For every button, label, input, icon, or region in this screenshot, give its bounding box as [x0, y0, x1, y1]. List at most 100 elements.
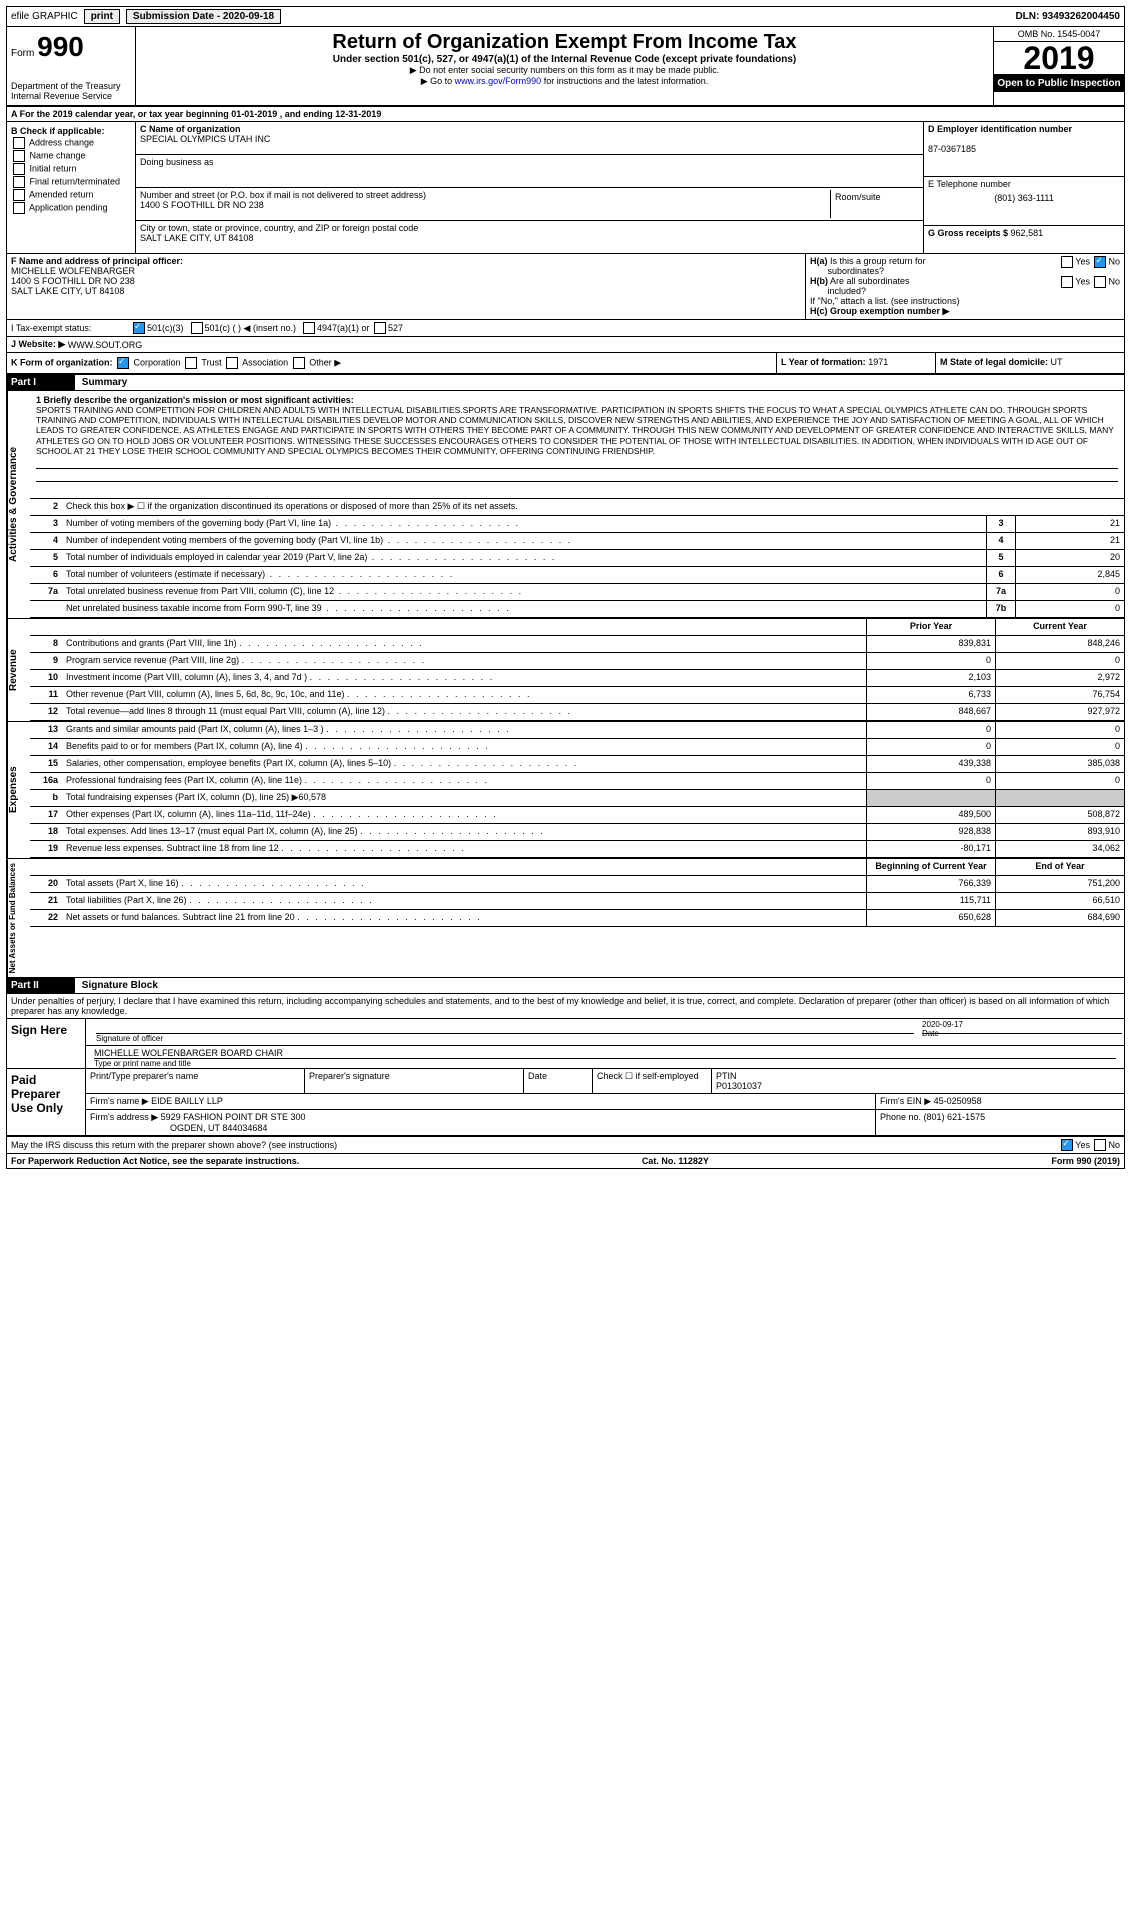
net-assets-section: Net Assets or Fund Balances Beginning of…	[7, 859, 1124, 978]
check-assoc[interactable]	[226, 357, 238, 369]
revenue-section: Revenue Prior Year Current Year 8Contrib…	[7, 619, 1124, 722]
firm-name-cell: Firm's name ▶ EIDE BAILLY LLP	[86, 1094, 876, 1109]
table-row: 22Net assets or fund balances. Subtract …	[30, 910, 1124, 927]
table-row: 5Total number of individuals employed in…	[30, 550, 1124, 567]
state-domicile: M State of legal domicile: UT	[935, 353, 1124, 373]
top-bar: efile GRAPHIC print Submission Date - 20…	[7, 7, 1124, 27]
h-group-box: H(a) Is this a group return for subordin…	[805, 254, 1124, 319]
table-row: 18Total expenses. Add lines 13–17 (must …	[30, 824, 1124, 841]
footer-left: For Paperwork Reduction Act Notice, see …	[11, 1156, 299, 1166]
check-corp[interactable]	[117, 357, 129, 369]
check-amended[interactable]: Amended return	[11, 189, 131, 201]
firm-ein-cell: Firm's EIN ▶ 45-0250958	[876, 1094, 1124, 1109]
col-d-right: D Employer identification number 87-0367…	[923, 122, 1124, 253]
form-prefix: Form	[11, 48, 34, 59]
gross-receipts: 962,581	[1011, 228, 1044, 238]
table-row: 12Total revenue—add lines 8 through 11 (…	[30, 704, 1124, 721]
table-row: 14Benefits paid to or for members (Part …	[30, 739, 1124, 756]
hb-no[interactable]	[1094, 276, 1106, 288]
dln-value: DLN: 93493262004450	[1015, 11, 1120, 22]
side-net: Net Assets or Fund Balances	[7, 859, 30, 977]
prep-sig-cell: Preparer's signature	[305, 1069, 524, 1093]
side-rev: Revenue	[7, 619, 30, 721]
side-ag: Activities & Governance	[7, 391, 30, 618]
section-a-period: A For the 2019 calendar year, or tax yea…	[7, 107, 1124, 122]
irs-label: Internal Revenue Service	[11, 91, 131, 101]
ha-yes[interactable]	[1061, 256, 1073, 268]
table-row: 6Total number of volunteers (estimate if…	[30, 567, 1124, 584]
expenses-section: Expenses 13Grants and similar amounts pa…	[7, 722, 1124, 859]
table-row: 13Grants and similar amounts paid (Part …	[30, 722, 1124, 739]
table-row: 11Other revenue (Part VIII, column (A), …	[30, 687, 1124, 704]
table-row: 20Total assets (Part X, line 16) 766,339…	[30, 876, 1124, 893]
check-final-return[interactable]: Final return/terminated	[11, 176, 131, 188]
header-center: Return of Organization Exempt From Incom…	[136, 27, 993, 105]
col-c-org-info: C Name of organization SPECIAL OLYMPICS …	[136, 122, 923, 253]
telephone-value: (801) 363-1111	[928, 193, 1120, 203]
part2-badge: Part II	[7, 978, 75, 993]
print-button[interactable]: print	[84, 9, 120, 24]
table-row: 19Revenue less expenses. Subtract line 1…	[30, 841, 1124, 858]
discuss-no[interactable]	[1094, 1139, 1106, 1151]
table-row: 8Contributions and grants (Part VIII, li…	[30, 636, 1124, 653]
f-h-row: F Name and address of principal officer:…	[7, 254, 1124, 320]
perjury-declaration: Under penalties of perjury, I declare th…	[7, 994, 1124, 1019]
city-state-zip: SALT LAKE CITY, UT 84108	[140, 233, 253, 243]
website-row: J Website: ▶ WWW.SOUT.ORG	[7, 337, 1124, 353]
prep-date-cell: Date	[524, 1069, 593, 1093]
sign-here-row: Sign Here Signature of officer 2020-09-1…	[7, 1019, 1124, 1069]
check-application[interactable]: Application pending	[11, 202, 131, 214]
table-row: 4Number of independent voting members of…	[30, 533, 1124, 550]
tax-year: 2019	[994, 42, 1124, 75]
officer-name: MICHELLE WOLFENBARGER BOARD CHAIR	[94, 1048, 1116, 1058]
form-990-container: efile GRAPHIC print Submission Date - 20…	[6, 6, 1125, 1169]
check-527[interactable]	[374, 322, 386, 334]
gross-receipts-box: G Gross receipts $ 962,581	[924, 226, 1124, 240]
telephone-box: E Telephone number (801) 363-1111	[924, 177, 1124, 226]
line-2: 2 Check this box ▶ ☐ if the organization…	[30, 499, 1124, 516]
submission-date-button[interactable]: Submission Date - 2020-09-18	[126, 9, 281, 24]
form-title: Return of Organization Exempt From Incom…	[144, 31, 985, 54]
part1-badge: Part I	[7, 375, 75, 390]
form-number: 990	[37, 31, 84, 62]
check-initial-return[interactable]: Initial return	[11, 163, 131, 175]
net-header: Beginning of Current Year End of Year	[30, 859, 1124, 876]
check-501c3[interactable]	[133, 322, 145, 334]
open-public-badge: Open to Public Inspection	[994, 75, 1124, 92]
hb-yes[interactable]	[1061, 276, 1073, 288]
check-address-change[interactable]: Address change	[11, 137, 131, 149]
footer-mid: Cat. No. 11282Y	[642, 1156, 709, 1166]
addr-box: Number and street (or P.O. box if mail i…	[136, 188, 923, 221]
part2-title: Signature Block	[78, 980, 158, 991]
discuss-yes[interactable]	[1061, 1139, 1073, 1151]
rev-header: Prior Year Current Year	[30, 619, 1124, 636]
check-501c[interactable]	[191, 322, 203, 334]
form-header: Form 990 Department of the Treasury Inte…	[7, 27, 1124, 107]
firm-phone-cell: Phone no. (801) 621-1575	[876, 1110, 1124, 1135]
principal-officer-box: F Name and address of principal officer:…	[7, 254, 805, 319]
part1-header-row: Part I Summary	[7, 375, 1124, 391]
k-row: K Form of organization: Corporation Trus…	[7, 353, 1124, 375]
paid-preparer-row: Paid Preparer Use Only Print/Type prepar…	[7, 1069, 1124, 1136]
info-grid: B Check if applicable: Address change Na…	[7, 122, 1124, 254]
irs-link[interactable]: www.irs.gov/Form990	[455, 76, 542, 86]
table-row: 16aProfessional fundraising fees (Part I…	[30, 773, 1124, 790]
table-row: 15Salaries, other compensation, employee…	[30, 756, 1124, 773]
check-trust[interactable]	[185, 357, 197, 369]
table-row: 10Investment income (Part VIII, column (…	[30, 670, 1124, 687]
table-row: 21Total liabilities (Part X, line 26) 11…	[30, 893, 1124, 910]
col-b-checkboxes: B Check if applicable: Address change Na…	[7, 122, 136, 253]
check-4947[interactable]	[303, 322, 315, 334]
signature-section: Under penalties of perjury, I declare th…	[7, 994, 1124, 1154]
check-name-change[interactable]: Name change	[11, 150, 131, 162]
check-other[interactable]	[293, 357, 305, 369]
ha-no[interactable]	[1094, 256, 1106, 268]
part1-title: Summary	[78, 377, 128, 388]
note-ssn: ▶ Do not enter social security numbers o…	[144, 65, 985, 76]
dba-box: Doing business as	[136, 155, 923, 188]
mission-text: SPORTS TRAINING AND COMPETITION FOR CHIL…	[36, 405, 1114, 456]
paid-prep-label: Paid Preparer Use Only	[7, 1069, 85, 1135]
firm-addr-cell: Firm's address ▶ 5929 FASHION POINT DR S…	[86, 1110, 876, 1135]
mission-box: 1 Briefly describe the organization's mi…	[30, 391, 1124, 499]
table-row: 17Other expenses (Part IX, column (A), l…	[30, 807, 1124, 824]
